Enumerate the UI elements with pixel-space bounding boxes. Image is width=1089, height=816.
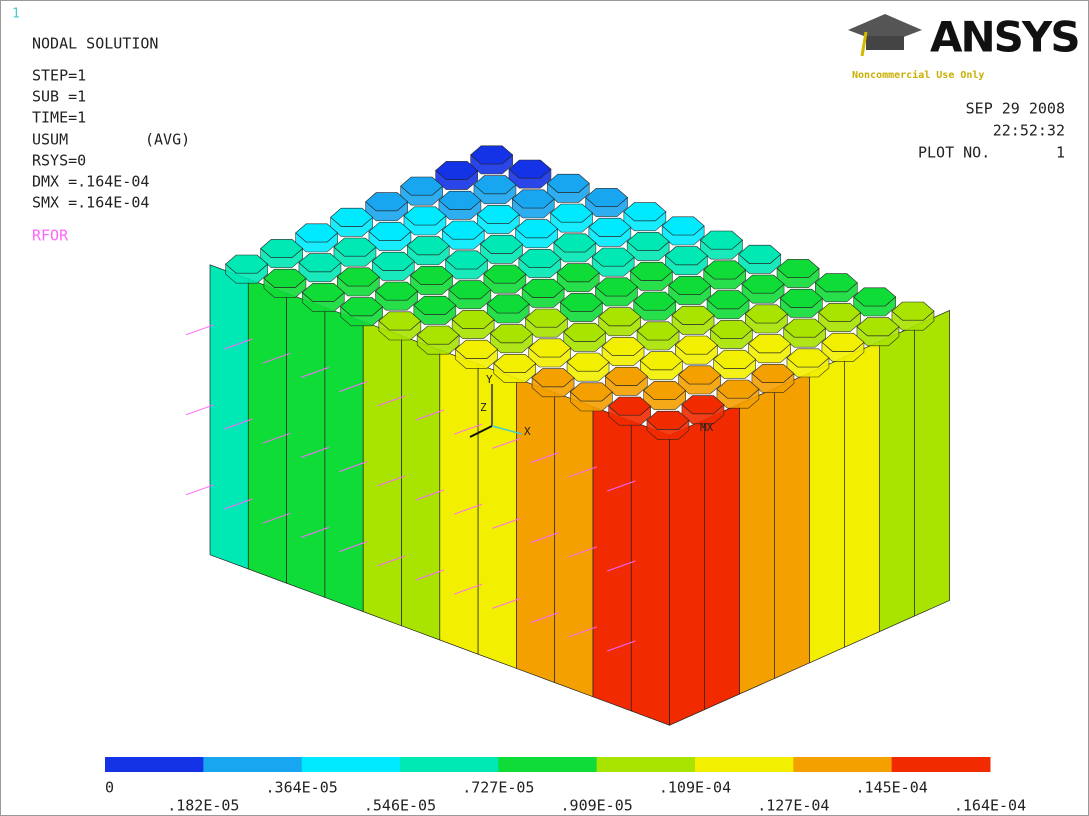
legend-label: .364E-05 xyxy=(266,779,338,797)
time: 22:52:32 xyxy=(993,122,1065,140)
rfor: RFOR xyxy=(32,227,69,245)
axis-label: Y xyxy=(486,373,493,386)
legend-label: .127E-04 xyxy=(757,797,829,815)
legend-label: .145E-04 xyxy=(856,779,928,797)
column-face xyxy=(440,350,478,654)
legend-label: .546E-05 xyxy=(364,797,436,815)
column-face xyxy=(593,407,631,711)
column-face xyxy=(670,420,705,726)
info-line: TIME=1 xyxy=(32,109,86,127)
column-face xyxy=(555,393,593,697)
column-face xyxy=(631,421,669,725)
column-face xyxy=(845,342,880,648)
column-face xyxy=(287,293,325,597)
max-label: MX xyxy=(700,421,714,434)
legend-segment xyxy=(400,757,499,772)
column-face xyxy=(740,388,775,694)
legend-label: .182E-05 xyxy=(167,797,239,815)
logo-text: ANSYS xyxy=(930,13,1079,62)
legend-segment xyxy=(203,757,302,772)
column-face xyxy=(210,265,248,569)
legend-segment xyxy=(695,757,794,772)
axis-label: X xyxy=(524,425,531,438)
legend-label: .909E-05 xyxy=(561,797,633,815)
legend-segment xyxy=(597,757,696,772)
window-number: 1 xyxy=(12,7,20,22)
legend-label: .727E-05 xyxy=(462,779,534,797)
legend-segment xyxy=(105,757,204,772)
avg: (AVG) xyxy=(145,131,190,149)
column-face xyxy=(325,307,363,611)
column-face xyxy=(705,404,740,710)
info-line: STEP=1 xyxy=(32,67,86,85)
info-line: SUB =1 xyxy=(32,88,86,106)
column-face xyxy=(880,326,915,632)
column-face xyxy=(516,378,554,682)
plot-label: PLOT NO. xyxy=(918,144,990,162)
column-face xyxy=(363,322,401,626)
column-face xyxy=(775,373,810,679)
column-face xyxy=(810,357,845,663)
legend-label: .164E-04 xyxy=(954,797,1026,815)
legend-label: 0 xyxy=(105,779,114,797)
title: NODAL SOLUTION xyxy=(32,35,158,53)
logo-note: Noncommercial Use Only xyxy=(852,69,984,81)
legend-segment xyxy=(892,757,991,772)
legend-label: .109E-04 xyxy=(659,779,731,797)
legend-segment xyxy=(302,757,401,772)
plot-number: 1 xyxy=(1056,144,1065,162)
column-face xyxy=(402,336,440,640)
axis-label: Z xyxy=(480,401,487,414)
ansys-plot: 1 NODAL SOLUTION STEP=1 SUB =1 TIME=1 US… xyxy=(0,0,1089,816)
logo-cap-base xyxy=(866,36,904,50)
legend-segment xyxy=(498,757,597,772)
legend-segment xyxy=(793,757,892,772)
quantity: USUM xyxy=(32,131,68,149)
column-face xyxy=(248,279,286,583)
rsys: RSYS=0 xyxy=(32,152,86,170)
date: SEP 29 2008 xyxy=(966,100,1065,118)
column-face xyxy=(915,310,950,616)
dmx: DMX =.164E-04 xyxy=(32,173,149,191)
smx: SMX =.164E-04 xyxy=(32,194,149,212)
